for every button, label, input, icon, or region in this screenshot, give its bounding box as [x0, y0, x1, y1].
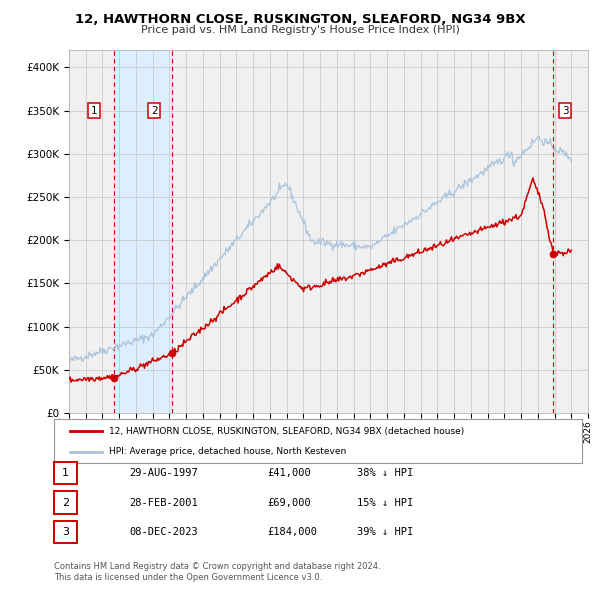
Text: 12, HAWTHORN CLOSE, RUSKINGTON, SLEAFORD, NG34 9BX: 12, HAWTHORN CLOSE, RUSKINGTON, SLEAFORD… — [74, 13, 526, 26]
Text: 2: 2 — [151, 106, 158, 116]
Text: 3: 3 — [562, 106, 569, 116]
Text: £41,000: £41,000 — [267, 468, 311, 478]
Text: 39% ↓ HPI: 39% ↓ HPI — [357, 527, 413, 537]
Text: 08-DEC-2023: 08-DEC-2023 — [129, 527, 198, 537]
Text: 38% ↓ HPI: 38% ↓ HPI — [357, 468, 413, 478]
Text: 29-AUG-1997: 29-AUG-1997 — [129, 468, 198, 478]
Point — [167, 349, 177, 358]
Text: £69,000: £69,000 — [267, 498, 311, 507]
Text: Price paid vs. HM Land Registry's House Price Index (HPI): Price paid vs. HM Land Registry's House … — [140, 25, 460, 35]
Text: 28-FEB-2001: 28-FEB-2001 — [129, 498, 198, 507]
Text: 3: 3 — [62, 527, 69, 537]
Point — [109, 373, 118, 382]
Text: 15% ↓ HPI: 15% ↓ HPI — [357, 498, 413, 507]
Text: 12, HAWTHORN CLOSE, RUSKINGTON, SLEAFORD, NG34 9BX (detached house): 12, HAWTHORN CLOSE, RUSKINGTON, SLEAFORD… — [109, 427, 464, 436]
Text: £184,000: £184,000 — [267, 527, 317, 537]
Text: 2: 2 — [62, 498, 69, 507]
Text: 1: 1 — [62, 468, 69, 478]
Text: 1: 1 — [91, 106, 97, 116]
Bar — [113, 50, 172, 413]
Point — [548, 250, 558, 259]
Text: Contains HM Land Registry data © Crown copyright and database right 2024.
This d: Contains HM Land Registry data © Crown c… — [54, 562, 380, 582]
Text: HPI: Average price, detached house, North Kesteven: HPI: Average price, detached house, Nort… — [109, 447, 347, 456]
